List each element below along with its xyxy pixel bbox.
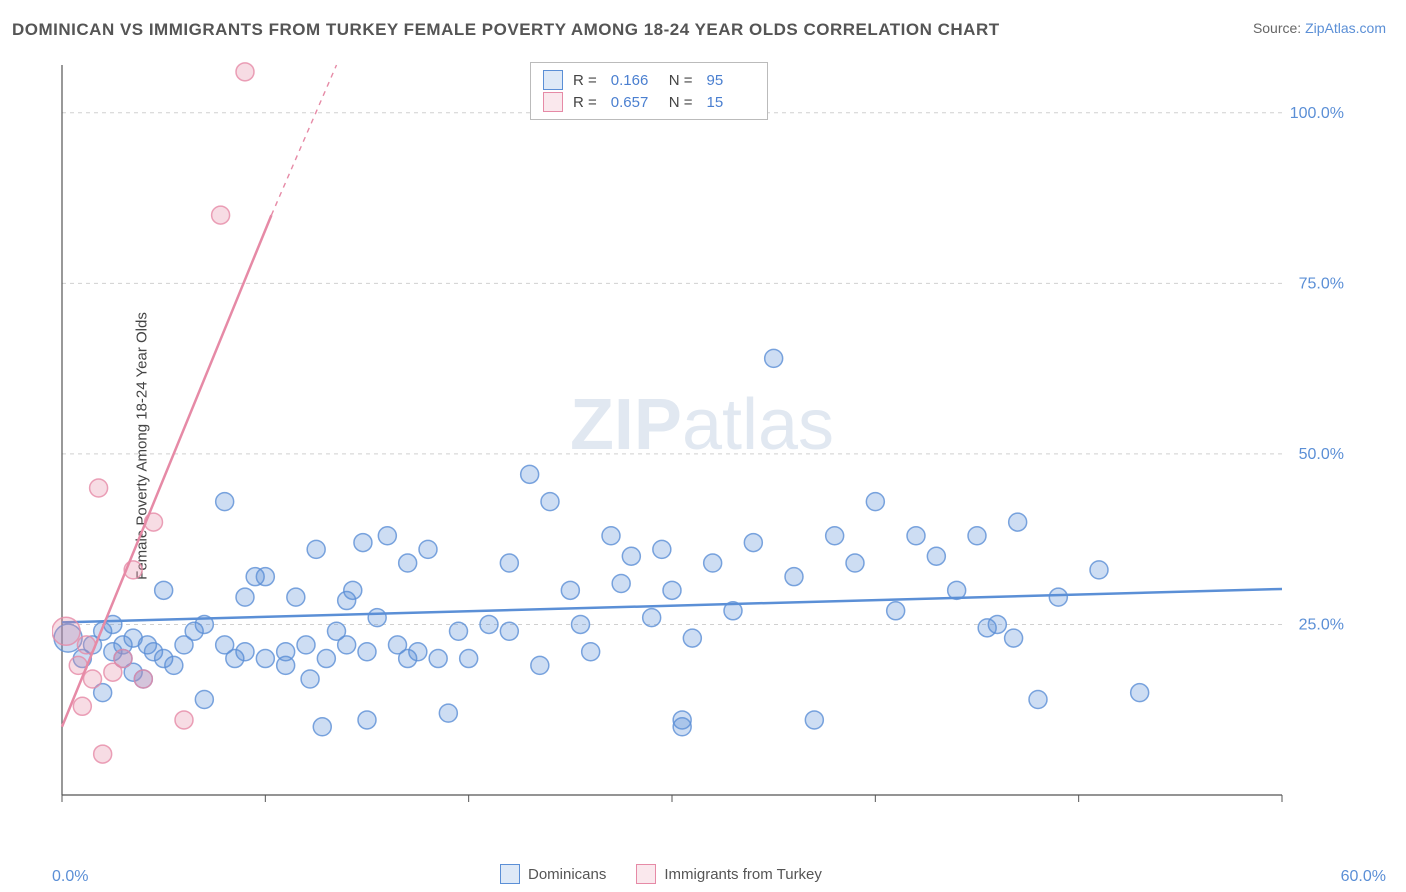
svg-text:50.0%: 50.0% [1299,446,1344,463]
legend-swatch [543,70,563,90]
legend-correlation: R = 0.166 N = 95 R = 0.657 N = 15 [530,62,768,120]
legend-r-label: R = [573,72,597,89]
legend-n-value: 95 [707,72,755,89]
legend-r-value: 0.657 [611,94,659,111]
source-prefix: Source: [1253,20,1305,36]
scatter-chart: 25.0% 50.0% 75.0% 100.0% [52,55,1352,825]
legend-n-value: 15 [707,94,755,111]
legend-item: Dominicans [500,864,606,884]
x-tick-min: 0.0% [52,868,88,886]
source-link[interactable]: ZipAtlas.com [1305,20,1386,36]
plot-area: 25.0%50.0%75.0%100.0% ZIPatlas [52,55,1352,825]
chart-title: DOMINICAN VS IMMIGRANTS FROM TURKEY FEMA… [12,20,1000,40]
svg-text:75.0%: 75.0% [1299,275,1344,292]
legend-n-label: N = [669,94,693,111]
legend-r-label: R = [573,94,597,111]
legend-item: Immigrants from Turkey [636,864,822,884]
legend-swatch [500,864,520,884]
x-tick-max: 60.0% [1341,868,1386,886]
legend-series: Dominicans Immigrants from Turkey [500,864,822,884]
legend-swatch [543,92,563,112]
svg-text:25.0%: 25.0% [1299,616,1344,633]
legend-row: R = 0.166 N = 95 [543,69,755,91]
legend-r-value: 0.166 [611,72,659,89]
legend-label: Dominicans [528,866,606,883]
svg-text:100.0%: 100.0% [1290,105,1344,122]
source-attribution: Source: ZipAtlas.com [1253,20,1386,36]
legend-n-label: N = [669,72,693,89]
legend-row: R = 0.657 N = 15 [543,91,755,113]
legend-swatch [636,864,656,884]
legend-label: Immigrants from Turkey [664,866,822,883]
